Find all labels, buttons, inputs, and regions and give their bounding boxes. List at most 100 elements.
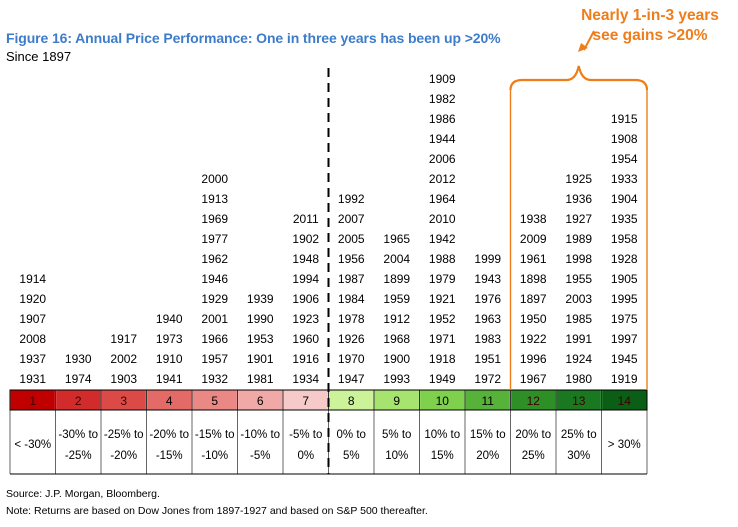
year-label: 1944 (429, 132, 456, 146)
year-label: 1901 (247, 352, 274, 366)
year-label: 2001 (201, 312, 228, 326)
source-note: Source: J.P. Morgan, Bloomberg. (6, 488, 160, 500)
bin-number: 11 (482, 394, 495, 408)
year-label: 1910 (156, 352, 183, 366)
year-label: 1941 (156, 372, 183, 386)
bin-range-label: 15% to (470, 429, 506, 441)
year-label: 1937 (19, 352, 46, 366)
year-label: 1913 (201, 192, 228, 206)
bin-number: 14 (618, 394, 632, 408)
footnotes: Source: J.P. Morgan, Bloomberg. Note: Re… (6, 486, 428, 520)
year-label: 1977 (201, 232, 228, 246)
year-label: 2005 (338, 232, 365, 246)
year-label: 1966 (201, 332, 228, 346)
year-label: 1938 (520, 212, 547, 226)
bin-range-label: -5% (250, 450, 270, 462)
highlight-bracket (509, 65, 649, 91)
year-label: 1908 (611, 132, 638, 146)
bin-bar-segment (283, 390, 329, 410)
year-label: 1904 (611, 192, 638, 206)
bin-range-label: -5% to (289, 429, 322, 441)
bin-range-label: -25% to (104, 429, 144, 441)
year-label: 1912 (383, 312, 410, 326)
year-label: 1926 (338, 332, 365, 346)
year-label: 1932 (201, 372, 228, 386)
year-label: 1950 (520, 312, 547, 326)
year-label: 1903 (110, 372, 137, 386)
year-label: 1985 (565, 312, 592, 326)
year-label: 1902 (292, 232, 319, 246)
year-label: 2011 (293, 212, 319, 226)
bin-number: 12 (527, 394, 541, 408)
year-label: 1922 (520, 332, 547, 346)
year-label: 1935 (611, 212, 638, 226)
bin-number: 8 (348, 394, 355, 408)
year-label: 1919 (611, 372, 638, 386)
bin-range-label: 0% to (337, 429, 366, 441)
year-label: 1964 (429, 192, 456, 206)
year-label: 1924 (565, 352, 592, 366)
callout-annotation: Nearly 1-in-3 years see gains >20% (568, 6, 732, 46)
year-label: 1988 (429, 252, 456, 266)
bin-bar-segment (55, 390, 101, 410)
year-label: 1949 (429, 372, 456, 386)
year-label: 1947 (338, 372, 365, 386)
year-label: 1934 (292, 372, 319, 386)
chart-title: Figure 16: Annual Price Performance: One… (6, 30, 501, 46)
year-label: 2009 (520, 232, 547, 246)
methodology-note: Note: Returns are based on Dow Jones fro… (6, 505, 428, 517)
year-label: 1986 (429, 112, 456, 126)
bin-range-label: 25% (522, 450, 545, 462)
year-label: 1978 (338, 312, 365, 326)
year-label: 1942 (429, 232, 456, 246)
year-label: 1990 (247, 312, 274, 326)
bin-number: 10 (436, 394, 450, 408)
year-label: 1916 (292, 352, 319, 366)
year-label: 1930 (65, 352, 92, 366)
year-label: 1987 (338, 272, 365, 286)
bin-range-label: -15% (156, 450, 183, 462)
year-label: 1920 (19, 292, 46, 306)
year-label: 1967 (520, 372, 547, 386)
year-label: 1995 (611, 292, 638, 306)
year-label: 1989 (565, 232, 592, 246)
year-label: 1984 (338, 292, 365, 306)
year-label: 1997 (611, 332, 638, 346)
year-label: 1981 (247, 372, 274, 386)
year-label: 1936 (565, 192, 592, 206)
bin-number: 2 (75, 394, 82, 408)
bin-number: 9 (393, 394, 400, 408)
year-label: 1969 (201, 212, 228, 226)
bin-range-label: 10% to (424, 429, 460, 441)
year-label: 1979 (429, 272, 456, 286)
bin-range-label: 0% (297, 450, 314, 462)
year-label: 1953 (247, 332, 274, 346)
year-label: 1899 (383, 272, 410, 286)
year-label: 1915 (611, 112, 638, 126)
year-label: 1993 (383, 372, 410, 386)
year-label: 1954 (611, 152, 638, 166)
bin-range-label: -10% (201, 450, 228, 462)
bin-number: 13 (572, 394, 586, 408)
bin-bar-segment (10, 390, 56, 410)
year-label: 1921 (429, 292, 456, 306)
bin-range-label: 15% (431, 450, 454, 462)
year-label: 1959 (383, 292, 410, 306)
year-label: 1925 (565, 172, 592, 186)
year-label: 2003 (565, 292, 592, 306)
bin-bar-segment (101, 390, 147, 410)
bin-range-label: 10% (385, 450, 408, 462)
bin-number: 4 (166, 394, 173, 408)
bin-number: 5 (211, 394, 218, 408)
year-label: 1975 (611, 312, 638, 326)
year-label: 1976 (474, 292, 501, 306)
bin-range-label: 5% to (382, 429, 411, 441)
year-label: 1957 (201, 352, 228, 366)
bin-bar-segment (601, 390, 647, 410)
year-label: 1955 (565, 272, 592, 286)
year-label: 1918 (429, 352, 456, 366)
callout-arrow-head (578, 43, 588, 52)
bin-range-label: 20% to (515, 429, 551, 441)
year-label: 1909 (429, 72, 456, 86)
bin-range-label: -30% to (58, 429, 98, 441)
